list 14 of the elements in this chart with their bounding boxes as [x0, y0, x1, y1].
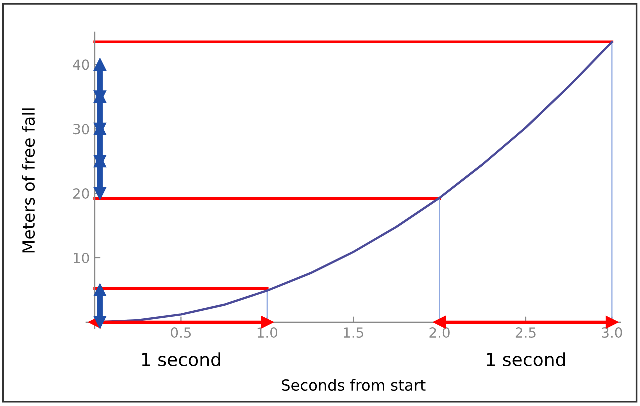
x-tick-label: 2.5	[516, 328, 536, 338]
x-tick-label: 1.5	[344, 328, 364, 338]
x-tick-label: 2.0	[430, 328, 450, 338]
x-tick-label: 3.0	[602, 328, 622, 338]
x-tick-label: 1.0	[258, 328, 278, 338]
y-axis-title: Meters of free fall	[22, 108, 36, 253]
y-tick-label: 20	[74, 188, 90, 200]
y-tick-label: 30	[74, 124, 90, 135]
y-tick-label: 10	[74, 252, 90, 264]
x-axis-title: Seconds from start	[282, 379, 426, 392]
annotation: 1 second	[142, 352, 220, 367]
y-tick-label: 40	[73, 60, 90, 70]
annotation: 1 second	[487, 352, 566, 367]
x-tick-label: 0.5	[171, 328, 192, 338]
